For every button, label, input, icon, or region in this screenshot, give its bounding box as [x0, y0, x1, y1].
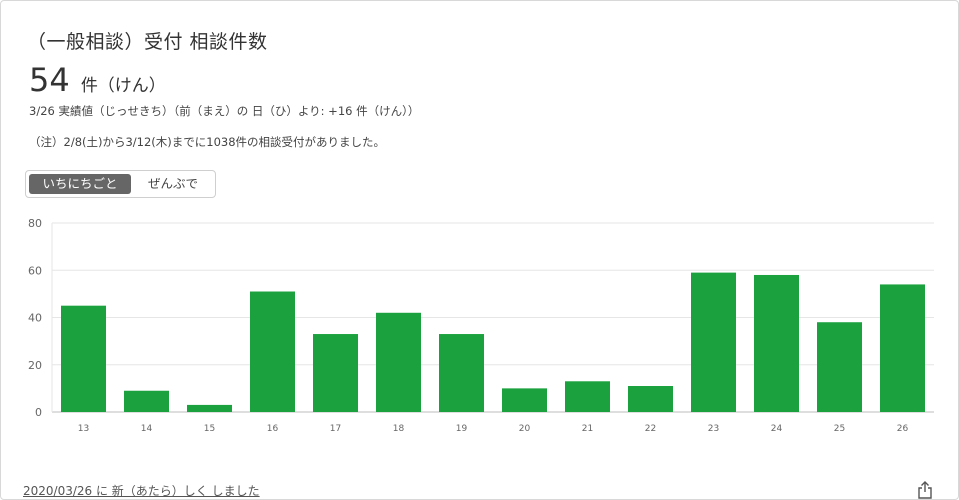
- summary-value: 54 件（けん）: [29, 61, 166, 99]
- y-tick-label: 0: [35, 406, 42, 419]
- x-tick-label: 13: [78, 424, 89, 434]
- summary-number: 54: [29, 61, 70, 99]
- bar: [880, 284, 925, 412]
- summary-unit: 件（けん）: [80, 76, 166, 96]
- note-text: （注）2/8(土)から3/12(木)までに1038件の相談受付がありました。: [29, 135, 386, 149]
- bar: [61, 305, 106, 412]
- x-tick-label: 18: [393, 424, 405, 434]
- bar: [817, 322, 862, 412]
- toggle-total-button[interactable]: ぜんぶで: [147, 176, 198, 191]
- bar: [439, 334, 484, 412]
- share-icon[interactable]: [917, 481, 933, 499]
- y-tick-label: 40: [28, 312, 42, 325]
- x-tick-label: 23: [708, 424, 719, 434]
- bar-chart: 0 20 40 60 80 13 14 15 16 17 18 19 20 21 22 23 24 25 26: [28, 217, 934, 434]
- x-tick-label: 22: [645, 424, 656, 434]
- x-tick-label: 17: [330, 424, 341, 434]
- y-tick-label: 60: [28, 264, 42, 277]
- x-tick-label: 20: [519, 424, 531, 434]
- x-tick-label: 19: [456, 424, 468, 434]
- x-tick-label: 26: [897, 424, 909, 434]
- bar: [376, 312, 421, 412]
- bar: [313, 334, 358, 412]
- summary-delta: 3/26 実績値（じっせきち）（前（まえ）の 日（ひ）より: +16 件（けん）…: [29, 104, 420, 118]
- updated-link[interactable]: 2020/03/26 に 新（あたら）しく しました: [23, 484, 260, 498]
- x-tick-label: 21: [582, 424, 593, 434]
- x-tick-label: 15: [204, 424, 215, 434]
- card-title: （一般相談）受付 相談件数: [27, 31, 268, 53]
- x-tick-label: 24: [771, 424, 783, 434]
- bar: [628, 386, 673, 412]
- bar: [124, 390, 169, 412]
- bar: [565, 381, 610, 412]
- bar: [187, 404, 232, 412]
- bar: [250, 291, 295, 412]
- data-toggle: いちにちごと ぜんぶで: [25, 170, 216, 198]
- bar: [502, 388, 547, 412]
- bar: [691, 272, 736, 412]
- x-tick-label: 25: [834, 424, 845, 434]
- toggle-daily-button[interactable]: いちにちごと: [29, 174, 131, 194]
- x-tick-label: 16: [267, 424, 279, 434]
- x-tick-label: 14: [141, 424, 153, 434]
- bar: [754, 274, 799, 412]
- y-tick-label: 80: [28, 217, 42, 230]
- y-tick-label: 20: [28, 359, 42, 372]
